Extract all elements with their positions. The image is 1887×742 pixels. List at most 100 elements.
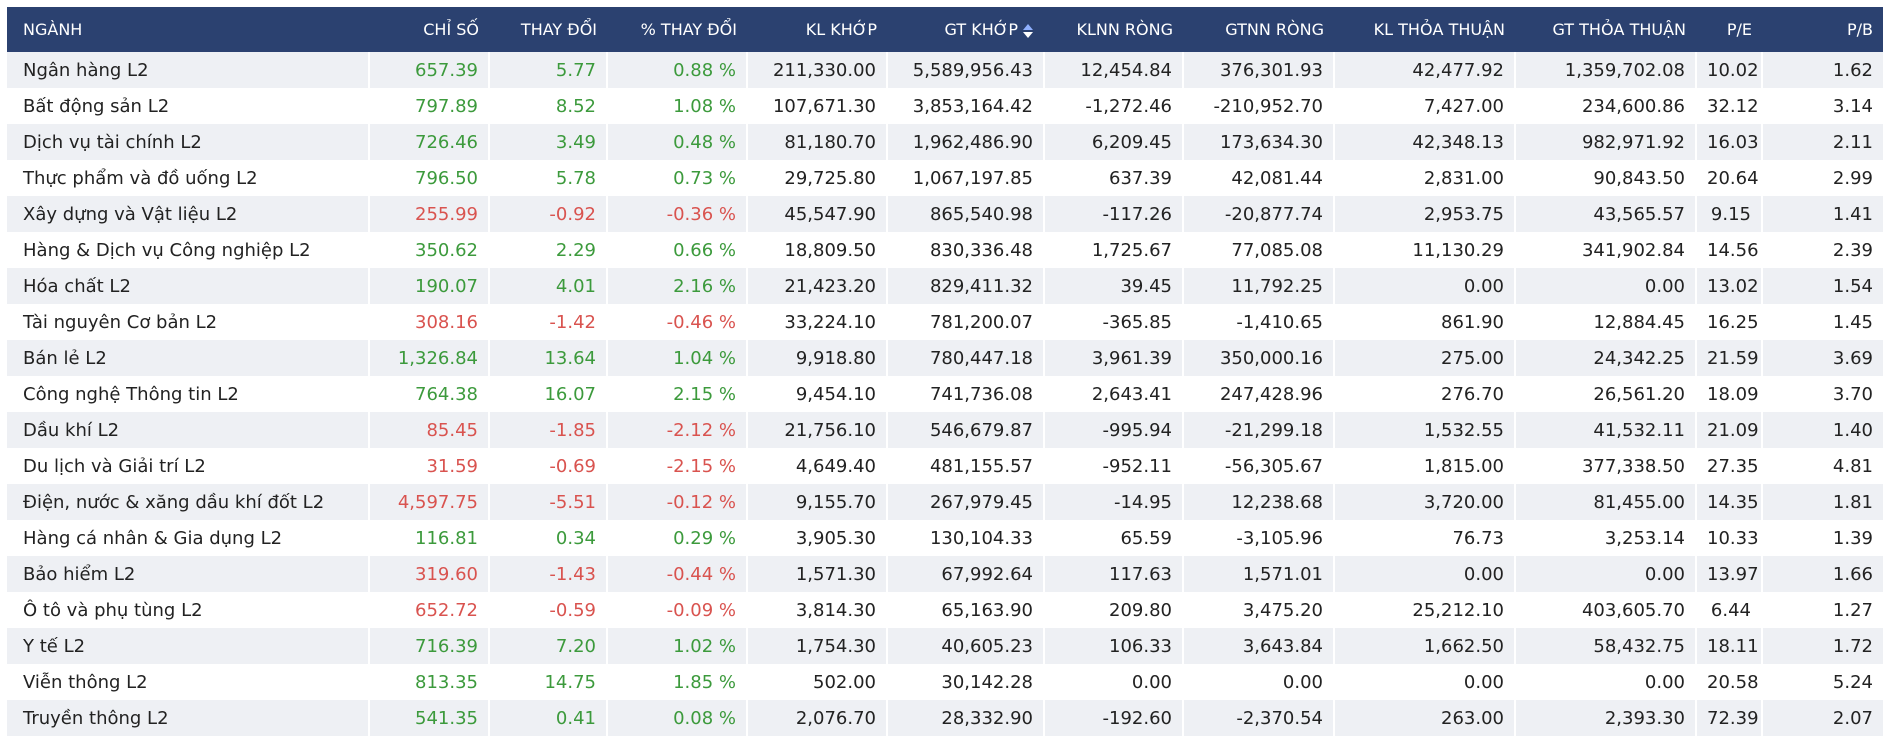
sector-row[interactable]: Bất động sản L2 797.89 8.52 1.08 % 107,671.3… <box>7 88 1883 124</box>
cell: 107,671.30 <box>746 88 887 124</box>
cell: 20.64 <box>1695 160 1762 196</box>
cell: 0.34 <box>488 520 607 556</box>
cell: 81,455.00 <box>1514 484 1696 520</box>
column-header[interactable]: GT THỎA THUẬN <box>1515 7 1696 52</box>
column-header[interactable]: GTNN RÒNG <box>1183 7 1334 52</box>
sector-row[interactable]: Truyền thông L2 541.35 0.41 0.08 % 2,076.70 2… <box>7 700 1883 736</box>
cell: -952.11 <box>1043 448 1183 484</box>
column-header[interactable]: KL KHỚP <box>747 7 887 52</box>
cell: 28,332.90 <box>886 700 1044 736</box>
sector-row[interactable]: Du lịch và Giải trí L2 31.59 -0.69 -2.15 % 4… <box>7 448 1883 484</box>
cell: 6,209.45 <box>1043 124 1183 160</box>
sector-row[interactable]: Hàng & Dịch vụ Công nghiệp L2 350.62 2.29 0… <box>7 232 1883 268</box>
sector-row[interactable]: Điện, nước & xăng dầu khí đốt L2 4,597.75… <box>7 484 1883 520</box>
cell: 0.48 % <box>606 124 747 160</box>
cell: 741,736.08 <box>886 376 1044 412</box>
cell: 4.81 <box>1761 448 1883 484</box>
sector-row[interactable]: Dầu khí L2 85.45 -1.85 -2.12 % 21,756.10 546,… <box>7 412 1883 448</box>
cell: 3,720.00 <box>1333 484 1515 520</box>
sector-row[interactable]: Dịch vụ tài chính L2 726.46 3.49 0.48 % 81,1… <box>7 124 1883 160</box>
cell: 0.00 <box>1043 664 1183 700</box>
cell: 1,067,197.85 <box>886 160 1044 196</box>
cell: 652.72 <box>368 592 489 628</box>
sector-row[interactable]: Bán lẻ L2 1,326.84 13.64 1.04 % 9,918.80 780,… <box>7 340 1883 376</box>
sort-up <box>1023 23 1033 30</box>
cell: 190.07 <box>368 268 489 304</box>
sector-table-container: NGÀNH CHỈ SỐ THAY ĐỔI % THAY ĐỔI KL KHỚP GT K… <box>7 7 1883 736</box>
cell: 1.27 <box>1761 592 1883 628</box>
cell: 16.25 <box>1695 304 1762 340</box>
cell: 796.50 <box>368 160 489 196</box>
sector-row[interactable]: Hàng cá nhân & Gia dụng L2 116.81 0.34 0.29… <box>7 520 1883 556</box>
column-header[interactable]: THAY ĐỔI <box>489 7 607 52</box>
cell: 255.99 <box>368 196 489 232</box>
cell: 1,571.01 <box>1182 556 1334 592</box>
sector-name: Tài nguyên Cơ bản L2 <box>23 311 218 333</box>
cell: -1.42 <box>488 304 607 340</box>
sector-name: Công nghệ Thông tin L2 <box>23 383 239 405</box>
cell: -210,952.70 <box>1182 88 1334 124</box>
column-header[interactable]: % THAY ĐỔI <box>607 7 747 52</box>
cell: 1.72 <box>1761 628 1883 664</box>
sector-name: Thực phẩm và đồ uống L2 <box>23 167 258 189</box>
column-header[interactable]: CHỈ SỐ <box>369 7 489 52</box>
sector-name: Hóa chất L2 <box>7 268 369 304</box>
column-header[interactable]: KLNN RÒNG <box>1044 7 1183 52</box>
sector-row[interactable]: Y tế L2 716.39 7.20 1.02 % 1,754.30 40,605.23… <box>7 628 1883 664</box>
cell: 1,725.67 <box>1043 232 1183 268</box>
column-header[interactable]: KL THỎA THUẬN <box>1334 7 1515 52</box>
cell: 275.00 <box>1333 340 1515 376</box>
sector-row[interactable]: Hóa chất L2 190.07 4.01 2.16 % 21,423.20 829,… <box>7 268 1883 304</box>
sort-down <box>1023 31 1033 38</box>
cell: 376,301.93 <box>1182 52 1334 88</box>
cell: 403,605.70 <box>1514 592 1696 628</box>
cell: 33,224.10 <box>746 304 887 340</box>
sector-row[interactable]: Ngân hàng L2 657.39 5.77 0.88 % 211,330.00 5,… <box>7 52 1883 88</box>
cell: 546,679.87 <box>886 412 1044 448</box>
cell: 1.81 <box>1761 484 1883 520</box>
sector-row[interactable]: Tài nguyên Cơ bản L2 308.16 -1.42 -0.46 % 33… <box>7 304 1883 340</box>
sector-name: Dầu khí L2 <box>7 412 369 448</box>
cell: 0.41 <box>488 700 607 736</box>
header-label: KL THỎA THUẬN <box>1373 20 1505 39</box>
sector-row[interactable]: Viễn thông L2 813.35 14.75 1.85 % 502.00 30,1… <box>7 664 1883 700</box>
cell: -0.59 <box>488 592 607 628</box>
sector-row[interactable]: Bảo hiểm L2 319.60 -1.43 -0.44 % 1,571.30 67,… <box>7 556 1883 592</box>
sector-row[interactable]: Ô tô và phụ tùng L2 652.72 -0.59 -0.09 % 3,8… <box>7 592 1883 628</box>
cell: 3.49 <box>488 124 607 160</box>
cell: 13.97 <box>1695 556 1762 592</box>
header-label: P/E <box>1726 20 1752 39</box>
cell: 9.15 <box>1695 196 1762 232</box>
cell: 10.02 <box>1695 52 1762 88</box>
cell: -192.60 <box>1043 700 1183 736</box>
cell: -3,105.96 <box>1182 520 1334 556</box>
column-header[interactable]: P/E <box>1696 7 1762 52</box>
cell: 10.33 <box>1695 520 1762 556</box>
cell: 14.56 <box>1695 232 1762 268</box>
sector-row[interactable]: Thực phẩm và đồ uống L2 796.50 5.78 0.73 % 2… <box>7 160 1883 196</box>
sector-row[interactable]: Xây dựng và Vật liệu L2 255.99 -0.92 -0.36 … <box>7 196 1883 232</box>
cell: 319.60 <box>368 556 489 592</box>
column-header[interactable]: GT KHỚP <box>887 7 1044 52</box>
sector-name: Truyền thông L2 <box>7 700 369 736</box>
column-header[interactable]: P/B <box>1762 7 1883 52</box>
cell: 865,540.98 <box>886 196 1044 232</box>
cell: 637.39 <box>1043 160 1183 196</box>
cell: -1.85 <box>488 412 607 448</box>
cell: 1,326.84 <box>368 340 489 376</box>
cell: 2.39 <box>1761 232 1883 268</box>
cell: 32.12 <box>1695 88 1762 124</box>
cell: -1,272.46 <box>1043 88 1183 124</box>
sort-icon[interactable] <box>1022 23 1034 39</box>
sector-row[interactable]: Công nghệ Thông tin L2 764.38 16.07 2.15 % 9… <box>7 376 1883 412</box>
sector-name: Viễn thông L2 <box>23 671 148 693</box>
cell: 5.24 <box>1761 664 1883 700</box>
sector-name: Ngân hàng L2 <box>7 52 369 88</box>
sector-name: Bán lẻ L2 <box>7 340 369 376</box>
cell: 1.54 <box>1761 268 1883 304</box>
cell: 1.40 <box>1761 412 1883 448</box>
column-header[interactable]: NGÀNH <box>7 7 369 52</box>
cell: 40,605.23 <box>886 628 1044 664</box>
cell: -0.36 % <box>606 196 747 232</box>
cell: 4,649.40 <box>746 448 887 484</box>
